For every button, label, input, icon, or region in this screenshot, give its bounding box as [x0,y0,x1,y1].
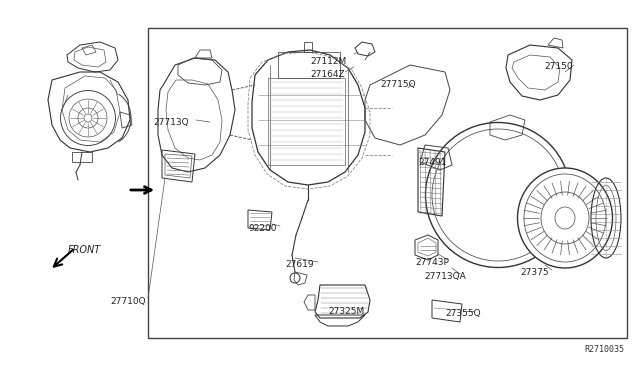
Text: 27164Z: 27164Z [310,70,344,79]
Text: 92200: 92200 [248,224,276,233]
Text: 27713QA: 27713QA [424,272,466,281]
Text: 27715Q: 27715Q [380,80,415,89]
Text: 27491: 27491 [418,158,447,167]
Text: 27150: 27150 [544,62,573,71]
Text: 27112M: 27112M [310,57,346,66]
Text: 27713Q: 27713Q [153,118,189,127]
Text: 27375: 27375 [520,268,548,277]
Text: 27325M: 27325M [328,307,364,316]
Ellipse shape [518,168,612,268]
Text: 27355Q: 27355Q [445,309,481,318]
Text: R2710035: R2710035 [584,345,624,354]
Text: 27743P: 27743P [415,258,449,267]
Text: 27619: 27619 [285,260,314,269]
Text: FRONT: FRONT [68,245,101,255]
Text: 27710Q: 27710Q [110,297,146,306]
Bar [148,28,627,338]
